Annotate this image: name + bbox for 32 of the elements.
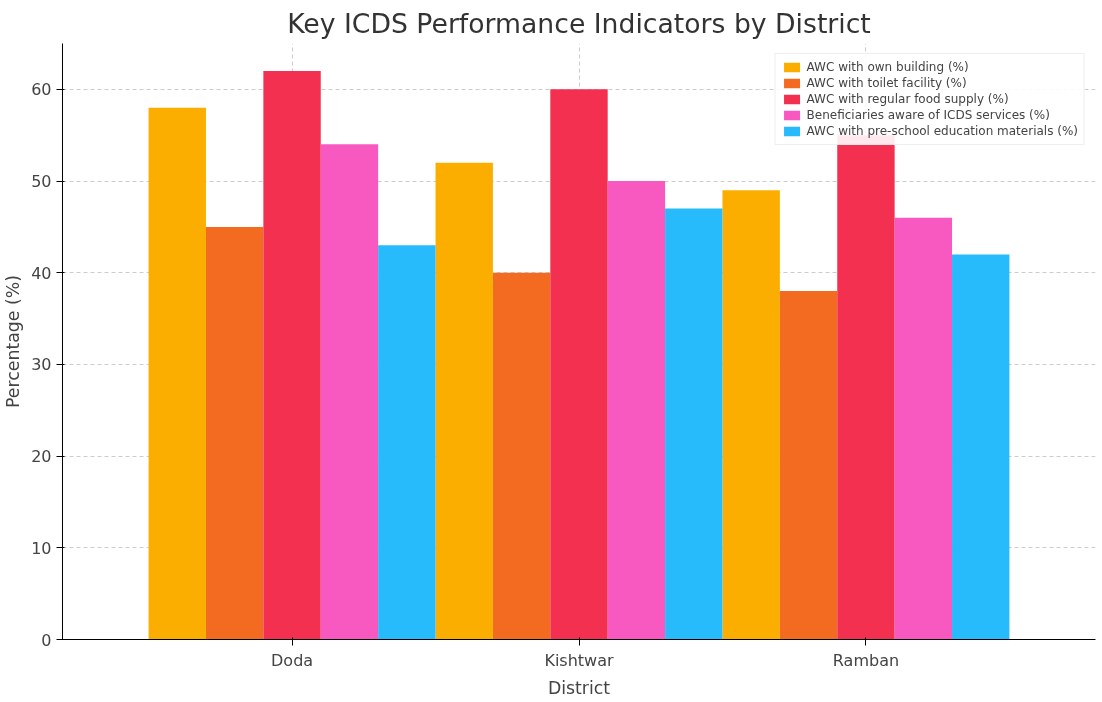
y-axis-title: Percentage (%) [3,275,24,408]
y-tick-label: 0 [41,630,52,650]
bar [894,217,953,640]
y-tick-label: 20 [31,447,52,467]
y-tick-label: 40 [31,263,52,283]
bar [148,107,206,640]
bar [779,291,838,640]
bar [435,162,493,640]
bar [492,272,551,640]
x-tick-label: Kishtwar [544,650,614,670]
bar [665,208,723,640]
x-axis-title: District [547,677,611,698]
bar [722,190,780,640]
y-tick-label: 30 [31,355,52,375]
legend-label: AWC with regular food supply (%) [806,92,1009,106]
legend-label: AWC with pre-school education materials (%) [806,124,1078,138]
bar [263,71,321,640]
chart-title: Key ICDS Performance Indicators by District [287,7,871,39]
x-tick-label: Doda [271,650,314,670]
legend-label: AWC with toilet facility (%) [806,76,967,90]
legend-label: AWC with own building (%) [806,60,969,74]
bar [320,144,379,640]
y-tick-label: 10 [31,538,52,558]
bar [550,89,608,640]
bar [205,226,264,640]
bar [378,245,436,640]
y-tick-label: 60 [31,80,52,100]
legend-label: Beneficiaries aware of ICDS services (%) [806,108,1050,122]
y-tick-label: 50 [31,172,52,192]
bar [607,181,666,640]
x-tick-label: Ramban [832,650,900,670]
bar [952,254,1010,640]
